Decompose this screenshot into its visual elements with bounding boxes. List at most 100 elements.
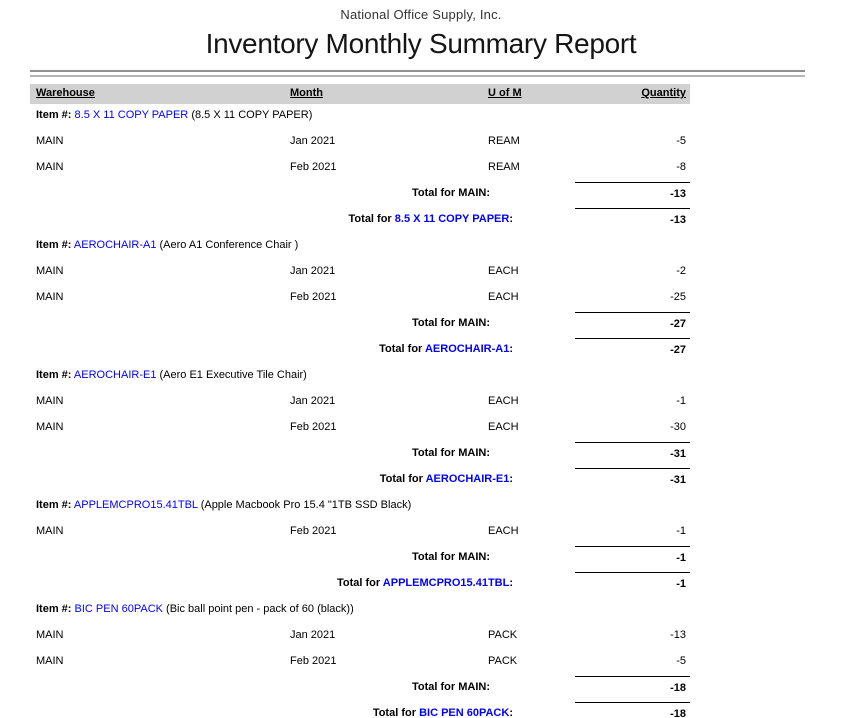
column-header-band: Warehouse Month U of M Quantity [30, 84, 690, 104]
cell-uom: EACH [488, 525, 519, 537]
column-header-month: Month [290, 87, 323, 99]
item-prefix-label: Item #: [36, 369, 72, 381]
table-row: MAIN Jan 2021 PACK -13 [0, 624, 842, 650]
item-header: Item #: AEROCHAIR-A1 (Aero A1 Conference… [36, 239, 298, 252]
table-row: MAIN Feb 2021 EACH -30 [0, 416, 842, 442]
cell-warehouse: MAIN [36, 135, 64, 147]
cell-month: Jan 2021 [290, 629, 336, 641]
cell-uom: REAM [488, 135, 520, 147]
cell-warehouse: MAIN [36, 421, 64, 433]
group-rows: MAIN Jan 2021 REAM -5 MAIN Feb 2021 REAM… [0, 130, 842, 182]
cell-quantity: -5 [676, 655, 686, 667]
item-total-colon: : [509, 577, 513, 589]
table-row: MAIN Jan 2021 EACH -2 [0, 260, 842, 286]
warehouse-total-line: Total for MAIN: -31 [0, 442, 842, 468]
item-total-value: -13 [575, 208, 690, 234]
item-prefix-label: Item #: [36, 603, 72, 615]
table-row: MAIN Feb 2021 EACH -1 [0, 520, 842, 546]
item-total-colon: : [509, 213, 513, 225]
item-prefix-label: Item #: [36, 109, 72, 121]
cell-warehouse: MAIN [36, 291, 64, 303]
header-rule-light [30, 75, 805, 77]
item-group: Item #: AEROCHAIR-A1 (Aero A1 Conference… [0, 234, 842, 364]
warehouse-total-line: Total for MAIN: -27 [0, 312, 842, 338]
warehouse-total-value: -27 [575, 312, 690, 338]
item-total-code-link[interactable]: AEROCHAIR-A1 [424, 343, 510, 355]
total-for-label: Total for [379, 343, 423, 355]
column-header-uom: U of M [488, 87, 522, 99]
item-total-label: Total for 8.5 X 11 COPY PAPER: [190, 213, 513, 226]
item-total-code-link[interactable]: BIC PEN 60PACK [419, 707, 510, 718]
item-header-line: Item #: APPLEMCPRO15.41TBL (Apple Macboo… [0, 494, 842, 520]
item-header-line: Item #: AEROCHAIR-E1 (Aero E1 Executive … [0, 364, 842, 390]
item-total-line: Total for AEROCHAIR-A1: -27 [0, 338, 842, 364]
item-group: Item #: BIC PEN 60PACK (Bic ball point p… [0, 598, 842, 718]
table-row: MAIN Feb 2021 EACH -25 [0, 286, 842, 312]
total-for-label: Total for [348, 213, 392, 225]
item-total-label: Total for AEROCHAIR-A1: [190, 343, 513, 356]
table-row: MAIN Feb 2021 REAM -8 [0, 156, 842, 182]
cell-uom: REAM [488, 161, 520, 173]
warehouse-total-line: Total for MAIN: -1 [0, 546, 842, 572]
cell-uom: EACH [488, 421, 519, 433]
item-code-link[interactable]: AEROCHAIR-A1 [73, 239, 157, 251]
item-header: Item #: 8.5 X 11 COPY PAPER (8.5 X 11 CO… [36, 109, 312, 122]
item-total-code-link[interactable]: APPLEMCPRO15.41TBL [382, 577, 510, 589]
warehouse-total-value: -1 [575, 546, 690, 572]
cell-month: Feb 2021 [290, 421, 337, 433]
total-for-label: Total for [372, 707, 416, 718]
cell-month: Jan 2021 [290, 265, 336, 277]
item-total-colon: : [509, 473, 513, 485]
item-total-code-link[interactable]: AEROCHAIR-E1 [425, 473, 510, 485]
warehouse-total-label: Total for MAIN: [411, 551, 490, 563]
item-total-colon: : [509, 343, 513, 355]
warehouse-total-line: Total for MAIN: -13 [0, 182, 842, 208]
item-total-line: Total for 8.5 X 11 COPY PAPER: -13 [0, 208, 842, 234]
item-description: (Bic ball point pen - pack of 60 (black)… [166, 603, 354, 615]
item-total-line: Total for BIC PEN 60PACK: -18 [0, 702, 842, 718]
cell-quantity: -25 [670, 291, 686, 303]
item-code-link[interactable]: APPLEMCPRO15.41TBL [73, 499, 198, 511]
item-header-line: Item #: AEROCHAIR-A1 (Aero A1 Conference… [0, 234, 842, 260]
cell-uom: EACH [488, 265, 519, 277]
item-description: (8.5 X 11 COPY PAPER) [191, 109, 313, 121]
cell-uom: EACH [488, 395, 519, 407]
cell-quantity: -8 [676, 161, 686, 173]
item-code-link[interactable]: AEROCHAIR-E1 [73, 369, 157, 381]
warehouse-total-label: Total for MAIN: [411, 681, 490, 693]
item-code-link[interactable]: BIC PEN 60PACK [74, 603, 163, 615]
item-total-colon: : [509, 707, 513, 718]
table-row: MAIN Feb 2021 PACK -5 [0, 650, 842, 676]
header-rule-dark [30, 70, 805, 72]
cell-warehouse: MAIN [36, 161, 64, 173]
cell-warehouse: MAIN [36, 265, 64, 277]
cell-uom: PACK [488, 629, 518, 641]
warehouse-total-label: Total for MAIN: [411, 447, 490, 459]
item-total-label: Total for AEROCHAIR-E1: [190, 473, 513, 486]
cell-quantity: -5 [676, 135, 686, 147]
item-total-code-link[interactable]: 8.5 X 11 COPY PAPER [394, 213, 510, 225]
item-code-link[interactable]: 8.5 X 11 COPY PAPER [74, 109, 189, 121]
item-header: Item #: AEROCHAIR-E1 (Aero E1 Executive … [36, 369, 307, 382]
cell-uom: PACK [488, 655, 518, 667]
cell-warehouse: MAIN [36, 395, 64, 407]
item-prefix-label: Item #: [36, 239, 72, 251]
cell-month: Feb 2021 [290, 655, 337, 667]
item-description: (Aero E1 Executive Tile Chair) [159, 369, 307, 381]
table-row: MAIN Jan 2021 REAM -5 [0, 130, 842, 156]
cell-month: Feb 2021 [290, 525, 337, 537]
company-name: National Office Supply, Inc. [340, 7, 502, 22]
cell-quantity: -1 [676, 525, 686, 537]
cell-quantity: -13 [670, 629, 686, 641]
cell-month: Jan 2021 [290, 135, 336, 147]
warehouse-total-label: Total for MAIN: [411, 317, 490, 329]
item-prefix-label: Item #: [36, 499, 72, 511]
item-description: (Apple Macbook Pro 15.4 "1TB SSD Black) [200, 499, 412, 511]
item-header: Item #: APPLEMCPRO15.41TBL (Apple Macboo… [36, 499, 411, 512]
item-header: Item #: BIC PEN 60PACK (Bic ball point p… [36, 603, 354, 616]
item-total-value: -1 [575, 572, 690, 598]
item-header-line: Item #: 8.5 X 11 COPY PAPER (8.5 X 11 CO… [0, 104, 842, 130]
warehouse-total-value: -13 [575, 182, 690, 208]
group-rows: MAIN Feb 2021 EACH -1 [0, 520, 842, 546]
